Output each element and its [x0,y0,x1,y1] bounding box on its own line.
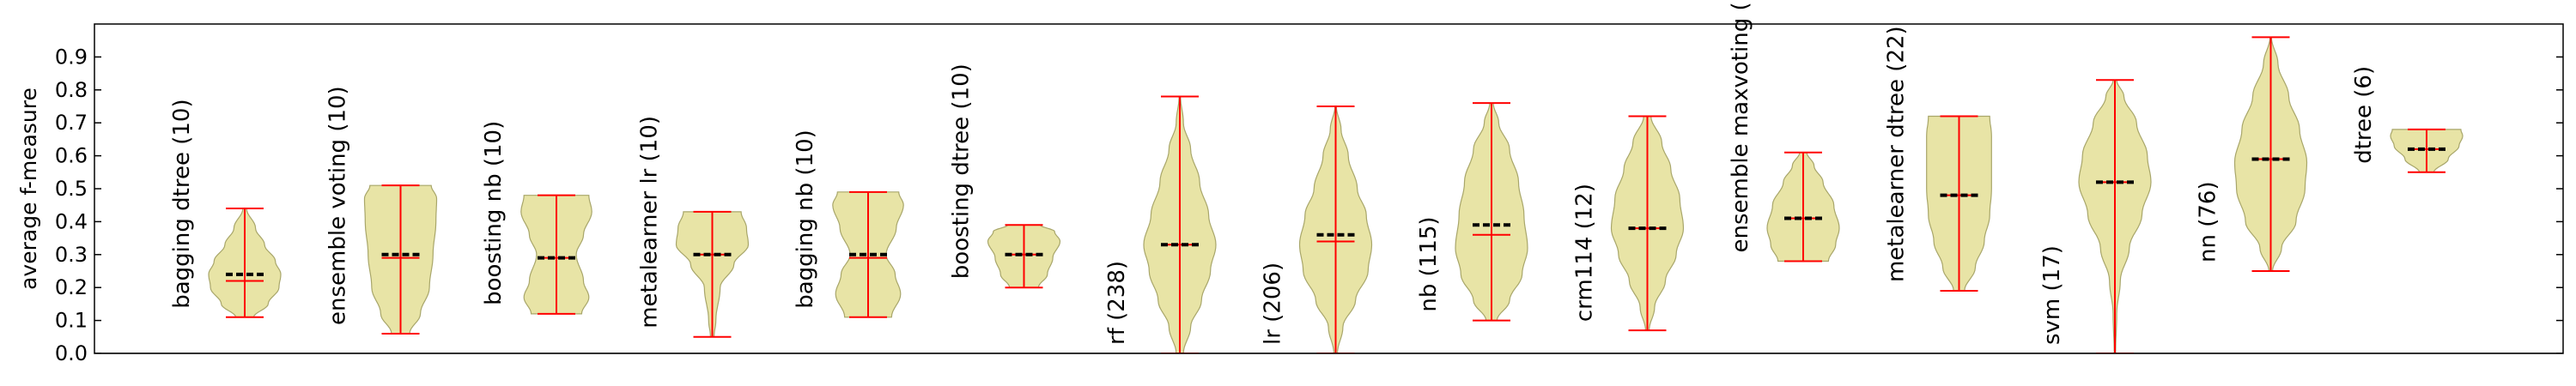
y-tick-label: 0.9 [55,45,88,69]
violin-group: metalearner dtree (22) [1884,26,1992,293]
violin-group: dtree (6) [2351,66,2464,173]
y-axis-label: average f-measure [16,87,41,290]
y-tick-label: 0.1 [55,309,88,333]
y-tick-label: 0.8 [55,78,88,102]
category-label: boosting nb (10) [481,121,507,305]
category-label: svm (17) [2039,245,2065,345]
category-label: nb (115) [1416,216,1442,311]
category-label: lr (206) [1261,262,1286,345]
category-label: ensemble voting (10) [325,86,351,325]
y-tick-label: 0.3 [55,243,88,267]
violin-group: ensemble voting (10) [325,86,438,335]
y-tick-label: 0.7 [55,111,88,135]
y-tick-label: 0.4 [55,209,88,233]
y-tick-label: 0.5 [55,177,88,201]
violin-group: bagging nb (10) [793,130,904,318]
category-label: boosting dtree (10) [949,63,975,279]
y-tick-label: 0.6 [55,144,88,168]
violin-group: lr (206) [1261,106,1373,354]
violin-group: svm (17) [2039,79,2152,354]
category-label: metalearner dtree (22) [1884,26,1910,282]
category-label: rf (238) [1104,261,1130,345]
violin-group: nb (115) [1416,102,1528,322]
violin-group: rf (238) [1104,95,1217,354]
violin-group: boosting nb (10) [481,121,592,315]
violin-group: crm114 (12) [1572,115,1685,332]
category-label: nn (76) [2196,181,2221,262]
y-tick-label: 0.0 [55,341,88,365]
violin-group: ensemble maxvoting (10) [1728,0,1840,262]
violin-group: boosting dtree (10) [949,63,1061,289]
category-label: bagging nb (10) [793,130,818,309]
violin-group: metalearner lr (10) [637,116,750,338]
violin-group: nn (76) [2196,36,2308,272]
category-label: metalearner lr (10) [637,116,663,329]
y-tick-label: 0.2 [55,275,88,299]
category-label: ensemble maxvoting (10) [1728,0,1753,252]
category-label: dtree (6) [2351,66,2377,164]
below-axis-mask [94,353,2563,386]
category-label: bagging dtree (10) [169,99,195,308]
violin-group: bagging dtree (10) [169,99,282,318]
category-label: crm114 (12) [1572,184,1598,322]
